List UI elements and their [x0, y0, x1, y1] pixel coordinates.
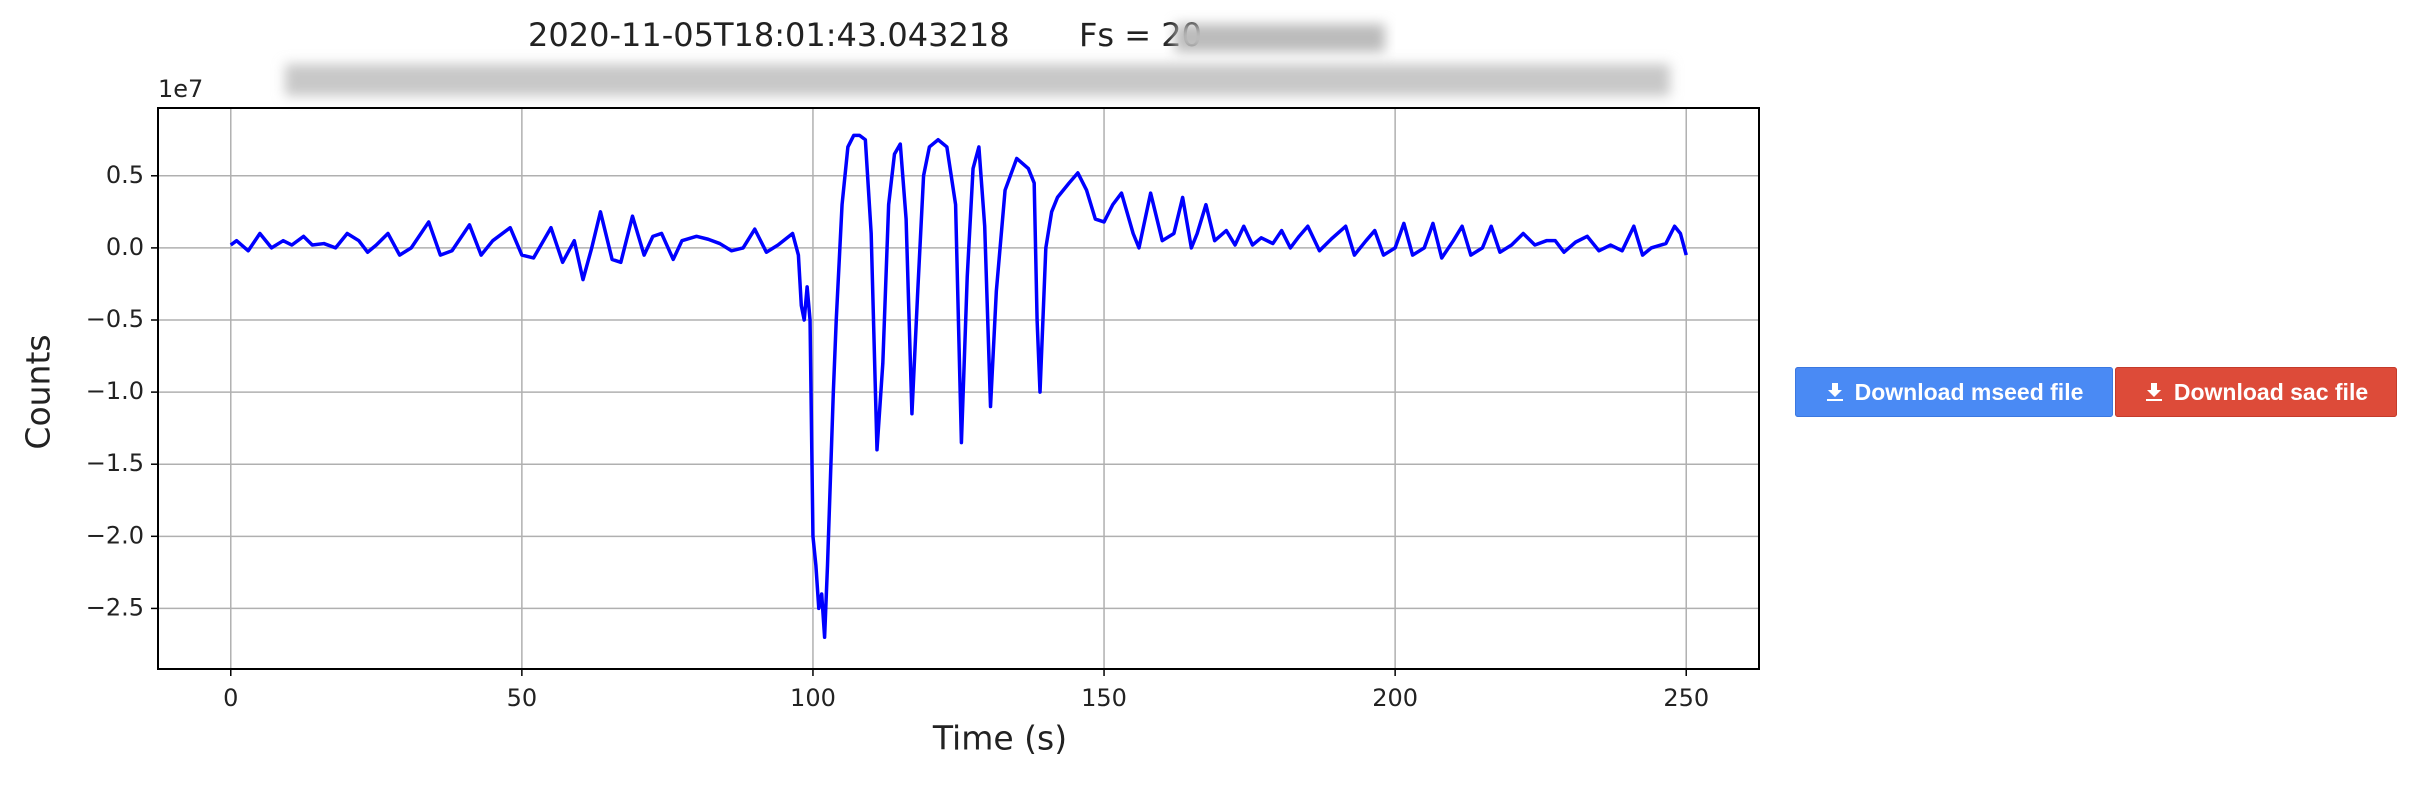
download-sac-button[interactable]: Download sac file [2115, 367, 2397, 417]
x-axis-label: Time (s) [932, 719, 1067, 758]
x-tick-label: 200 [1372, 684, 1418, 712]
y-tick-label: 0.5 [106, 161, 144, 189]
x-tick-label: 50 [507, 684, 538, 712]
y-tick-label: −2.5 [86, 593, 144, 621]
y-tick-label: −1.5 [86, 449, 144, 477]
blurred-text [285, 64, 1670, 96]
x-tick-label: 0 [223, 684, 238, 712]
download-icon [2145, 383, 2162, 401]
y-tick-label: −0.5 [86, 305, 144, 333]
y-tick-label: 0.0 [106, 233, 144, 261]
download-icon [1826, 383, 1843, 401]
button-label: Download sac file [2173, 378, 2369, 405]
x-tick-label: 150 [1081, 684, 1127, 712]
y-axis-label: Counts [19, 334, 58, 449]
y-tick-label: −1.0 [86, 377, 144, 405]
download-mseed-button[interactable]: Download mseed file [1795, 367, 2113, 417]
chart: 2020-11-05T18:01:43.043218 Fs = 20 1e7 T… [19, 16, 1760, 758]
button-label: Download mseed file [1854, 378, 2084, 405]
x-tick-label: 100 [790, 684, 836, 712]
chart-title: 2020-11-05T18:01:43.043218 [528, 16, 1010, 54]
x-tick-label: 250 [1663, 684, 1709, 712]
waveform-line [229, 133, 1688, 640]
offset-label: 1e7 [158, 75, 203, 103]
y-tick-label: −2.0 [86, 521, 144, 549]
plot-frame [157, 107, 1760, 670]
blurred-text [1175, 24, 1385, 52]
